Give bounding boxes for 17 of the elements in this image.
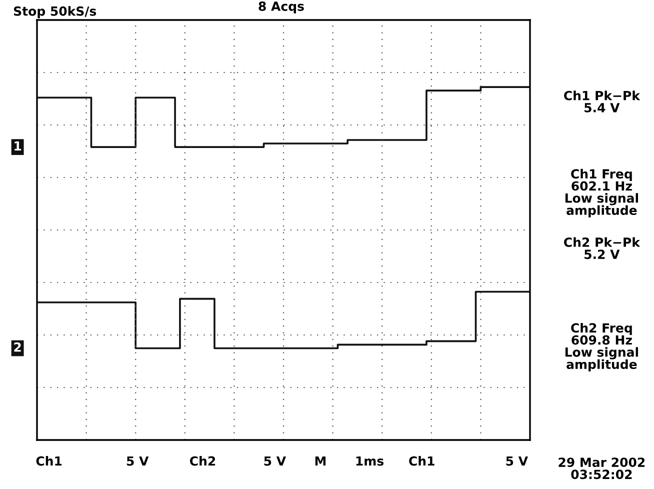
text: Ch2 Freq 609.8 Hz Low signal amplitude (565, 322, 638, 372)
text: Ch1 Freq 602.1 Hz Low signal amplitude (565, 168, 638, 218)
text: M (315, 456, 326, 466)
text: 1 (14, 141, 22, 151)
text: 5 V (264, 456, 286, 466)
text: 2 (14, 342, 21, 352)
text: Ch1 (409, 456, 434, 466)
text: 29 Mar 2002 03:52:02 (558, 458, 645, 480)
text: 5 V (126, 456, 149, 466)
text: 8 Acqs (258, 2, 304, 14)
text: Ch2 Pk−Pk 5.2 V (564, 237, 640, 260)
text: Ch1 Pk−Pk 5.4 V (564, 90, 640, 112)
text: Ch1 (36, 456, 62, 466)
text: 1ms (356, 456, 384, 466)
text: Ch2 (190, 456, 216, 466)
text: Stop 50kS/s (14, 6, 96, 18)
text: 5 V (506, 456, 528, 466)
